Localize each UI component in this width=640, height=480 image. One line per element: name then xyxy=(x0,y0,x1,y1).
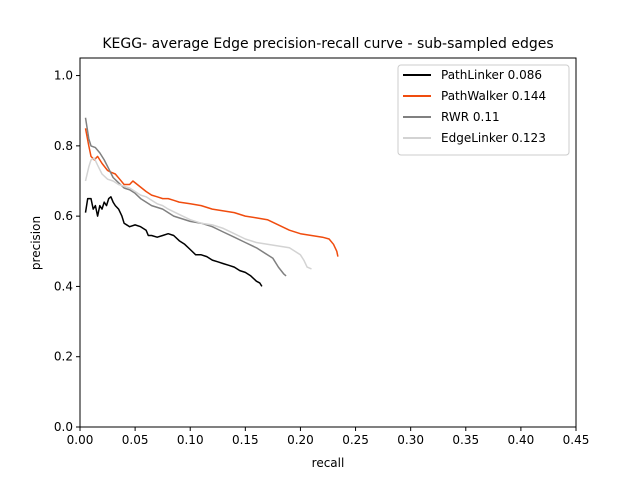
x-tick-label: 0.20 xyxy=(287,433,314,447)
y-tick-label: 0.0 xyxy=(54,420,73,434)
legend-label-0: PathLinker 0.086 xyxy=(441,68,542,82)
series-line-1 xyxy=(84,128,339,257)
x-axis-label: recall xyxy=(312,456,345,470)
y-tick-label: 0.2 xyxy=(54,350,73,364)
y-tick-label: 0.8 xyxy=(54,139,73,153)
series-line-0 xyxy=(84,196,263,287)
y-axis: 0.0 0.2 0.4 0.6 0.8 1.0 xyxy=(54,69,80,434)
x-tick-label: 0.35 xyxy=(452,433,479,447)
chart-title: KEGG- average Edge precision-recall curv… xyxy=(102,36,553,52)
x-axis: 0.00 0.05 0.10 0.15 0.20 0.25 0.30 0.35 0.40 0.45 xyxy=(67,427,590,447)
x-tick-label: 0.40 xyxy=(508,433,535,447)
x-tick-label: 0.45 xyxy=(563,433,590,447)
x-tick-label: 0.00 xyxy=(67,433,94,447)
plot-frame xyxy=(79,57,577,428)
x-tick-label: 0.10 xyxy=(177,433,204,447)
series-line-2 xyxy=(84,117,287,277)
plot-area xyxy=(84,117,339,287)
legend-label-2: RWR 0.11 xyxy=(441,110,500,124)
series-line-3 xyxy=(84,157,312,270)
y-tick-label: 0.6 xyxy=(54,209,73,223)
legend-box xyxy=(397,64,570,156)
x-tick-label: 0.05 xyxy=(122,433,149,447)
y-tick-label: 0.4 xyxy=(54,279,73,293)
x-tick-label: 0.25 xyxy=(342,433,369,447)
x-tick-label: 0.30 xyxy=(397,433,424,447)
y-tick-label: 1.0 xyxy=(54,69,73,83)
legend-label-3: EdgeLinker 0.123 xyxy=(441,131,546,145)
legend: PathLinker 0.086 PathWalker 0.144 RWR 0.11… xyxy=(397,64,570,156)
legend-label-1: PathWalker 0.144 xyxy=(441,89,546,103)
x-tick-label: 0.15 xyxy=(232,433,259,447)
y-axis-label: precision xyxy=(29,216,43,270)
